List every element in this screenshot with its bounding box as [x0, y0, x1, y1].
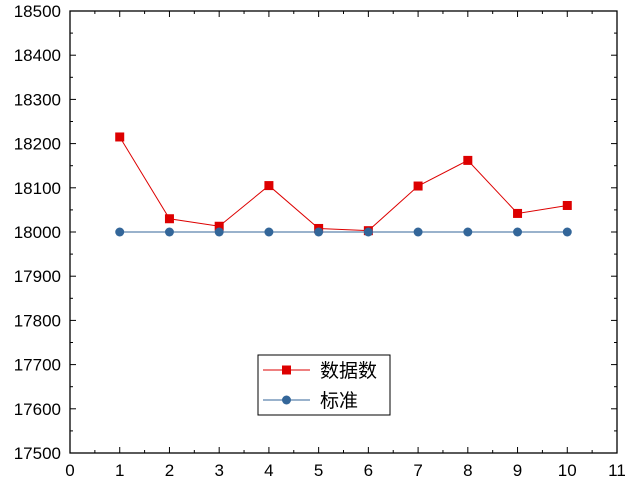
ticks: 0 1 2 3 4 5 6 7 8 9 10 11 17500 17600 17700 17800 17900 1… — [14, 2, 626, 480]
series-2-point — [264, 227, 274, 237]
y-tick-label: 18400 — [14, 46, 61, 65]
series-1-point — [513, 208, 523, 218]
series-2-point — [413, 227, 423, 237]
x-tick-label: 3 — [214, 461, 223, 480]
x-tick-label: 8 — [463, 461, 472, 480]
y-tick-label: 18300 — [14, 90, 61, 109]
series-2-point — [562, 227, 572, 237]
y-tick-label: 17700 — [14, 356, 61, 375]
legend-label-1: 数据数 — [320, 360, 377, 382]
series-2-point — [314, 227, 324, 237]
y-tick-label: 17600 — [14, 400, 61, 419]
y-tick-label: 17900 — [14, 267, 61, 286]
series-2-point — [164, 227, 174, 237]
x-tick-label: 5 — [314, 461, 323, 480]
series-2-point — [214, 227, 224, 237]
series-2-point — [115, 227, 125, 237]
legend-marker-1 — [282, 365, 291, 375]
x-tick-label: 10 — [558, 461, 577, 480]
x-tick-label: 4 — [264, 461, 273, 480]
series-line-1 — [119, 136, 568, 232]
series-1-point — [164, 214, 174, 224]
x-tick-label: 1 — [115, 461, 124, 480]
series-1-point — [264, 181, 274, 191]
x-tick-label: 7 — [413, 461, 422, 480]
legend-marker-2 — [282, 395, 291, 405]
series-2-point — [363, 227, 373, 237]
y-tick-label: 18000 — [14, 223, 61, 242]
y-tick-label: 18200 — [14, 135, 61, 154]
y-tick-label: 18500 — [14, 2, 61, 21]
series-1-point — [115, 132, 125, 142]
x-tick-label: 6 — [364, 461, 373, 480]
series-layer — [115, 132, 572, 237]
x-tick-label: 2 — [165, 461, 174, 480]
legend-label-2: 标准 — [320, 390, 358, 412]
x-tick-label: 9 — [513, 461, 522, 480]
x-tick-label: 11 — [608, 461, 626, 480]
x-tick-label: 0 — [65, 461, 74, 480]
legend-box — [257, 354, 391, 416]
y-tick-label: 17500 — [14, 444, 61, 463]
series-1-point — [463, 155, 473, 165]
series-2-point — [463, 227, 473, 237]
y-tick-label: 18100 — [14, 179, 61, 198]
series-1-point — [214, 221, 224, 231]
y-tick-label: 17800 — [14, 311, 61, 330]
series-1-point — [413, 181, 423, 191]
series-1-point — [562, 200, 572, 210]
series-2-point — [513, 227, 523, 237]
